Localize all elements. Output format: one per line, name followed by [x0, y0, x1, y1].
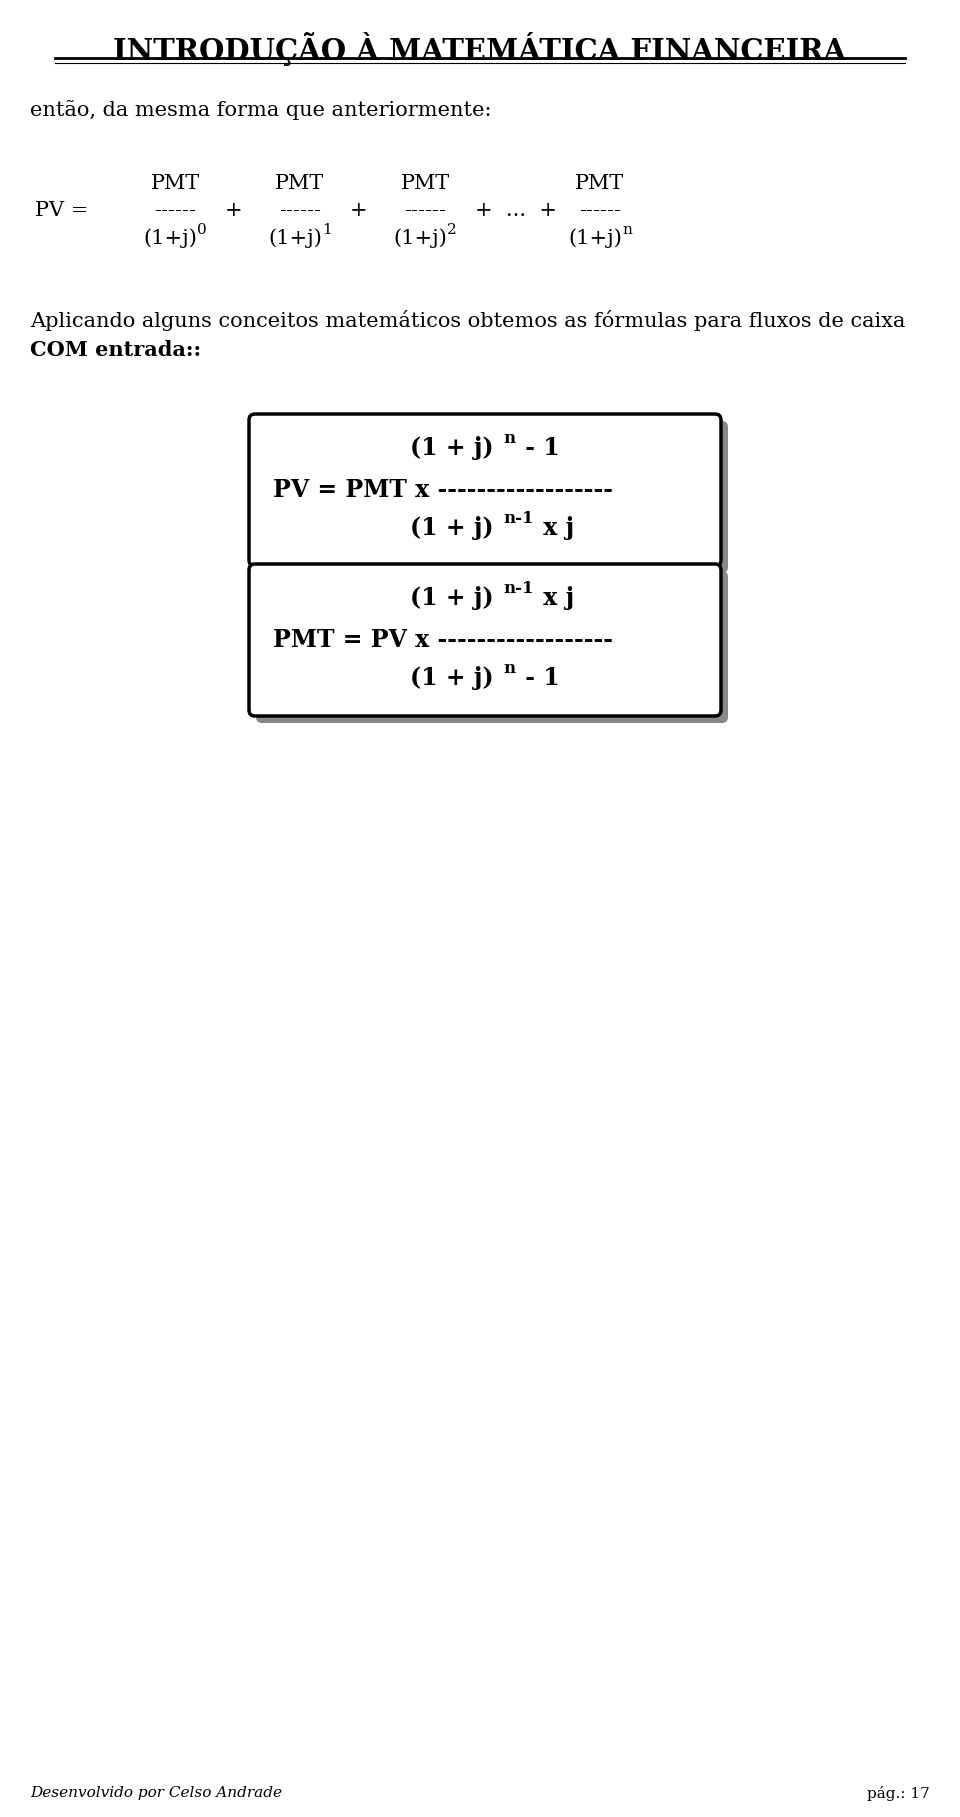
Text: PMT: PMT — [400, 173, 449, 193]
Text: (1 + j): (1 + j) — [410, 667, 502, 690]
Text: +: + — [350, 200, 368, 220]
FancyBboxPatch shape — [256, 571, 728, 723]
Text: x j: x j — [535, 516, 574, 540]
Text: ------: ------ — [279, 200, 321, 220]
Text: (1+j): (1+j) — [393, 229, 447, 247]
Text: Aplicando alguns conceitos matemáticos obtemos as fórmulas para fluxos de caixa: Aplicando alguns conceitos matemáticos o… — [30, 309, 905, 331]
Text: PV = PMT x ------------------: PV = PMT x ------------------ — [273, 478, 613, 501]
Text: PV =: PV = — [35, 200, 88, 220]
FancyBboxPatch shape — [256, 422, 728, 572]
Text: (1 + j): (1 + j) — [410, 587, 502, 611]
Text: n: n — [503, 429, 516, 447]
Text: (1+j): (1+j) — [143, 229, 197, 247]
Text: COM entrada::: COM entrada:: — [30, 340, 202, 360]
Text: ------: ------ — [404, 200, 446, 220]
Text: (1 + j): (1 + j) — [410, 516, 502, 540]
Text: PMT: PMT — [276, 173, 324, 193]
Text: - 1: - 1 — [517, 667, 560, 690]
FancyBboxPatch shape — [249, 563, 721, 716]
Text: Desenvolvido por Celso Andrade: Desenvolvido por Celso Andrade — [30, 1786, 282, 1801]
Text: n: n — [503, 660, 516, 676]
Text: pág.: 17: pág.: 17 — [867, 1786, 930, 1801]
Text: PMT = PV x ------------------: PMT = PV x ------------------ — [273, 629, 613, 652]
Text: então, da mesma forma que anteriormente:: então, da mesma forma que anteriormente: — [30, 100, 492, 120]
Text: 0: 0 — [197, 223, 206, 236]
Text: +  ...  +: + ... + — [475, 200, 557, 220]
Text: +: + — [225, 200, 243, 220]
Text: PMT: PMT — [575, 173, 625, 193]
FancyBboxPatch shape — [249, 414, 721, 567]
Text: (1 + j): (1 + j) — [410, 436, 502, 460]
Text: ------: ------ — [579, 200, 621, 220]
Text: INTRODUÇÃO À MATEMÁTICA FINANCEIRA: INTRODUÇÃO À MATEMÁTICA FINANCEIRA — [113, 33, 847, 65]
Text: n: n — [622, 223, 632, 236]
Text: ------: ------ — [154, 200, 196, 220]
Text: - 1: - 1 — [517, 436, 560, 460]
Text: (1+j): (1+j) — [568, 229, 622, 247]
Text: (1+j): (1+j) — [268, 229, 322, 247]
Text: 2: 2 — [447, 223, 457, 236]
Text: n-1: n-1 — [503, 509, 534, 527]
Text: x j: x j — [535, 587, 574, 611]
Text: n-1: n-1 — [503, 580, 534, 596]
Text: 1: 1 — [322, 223, 332, 236]
Text: PMT: PMT — [151, 173, 200, 193]
